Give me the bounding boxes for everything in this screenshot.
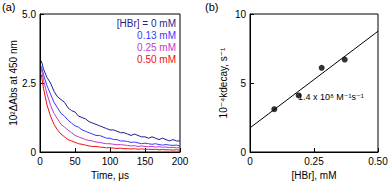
svg-text:[HBr], mM: [HBr], mM xyxy=(292,170,337,181)
svg-text:0.25: 0.25 xyxy=(304,156,324,167)
svg-text:(b): (b) xyxy=(205,1,218,13)
svg-text:100: 100 xyxy=(102,156,119,167)
svg-text:0.13 mM: 0.13 mM xyxy=(137,30,176,41)
svg-text:0: 0 xyxy=(240,147,246,158)
svg-text:5.0: 5.0 xyxy=(22,9,36,20)
svg-text:0.25 mM: 0.25 mM xyxy=(137,42,176,53)
svg-text:1.4 x 10⁸ M⁻¹s⁻¹: 1.4 x 10⁸ M⁻¹s⁻¹ xyxy=(298,92,364,102)
svg-text:0: 0 xyxy=(37,156,43,167)
svg-text:10: 10 xyxy=(235,9,247,20)
svg-text:0.50: 0.50 xyxy=(368,156,388,167)
svg-text:Time, μs: Time, μs xyxy=(91,170,129,181)
svg-text:10⁻⁴kdecay, s⁻¹: 10⁻⁴kdecay, s⁻¹ xyxy=(218,47,229,118)
svg-text:150: 150 xyxy=(137,156,154,167)
svg-text:[HBr] = 0 mM: [HBr] = 0 mM xyxy=(117,18,176,29)
svg-text:0: 0 xyxy=(247,156,253,167)
svg-text:50: 50 xyxy=(69,156,81,167)
svg-text:10²ΔAbs at 450 nm: 10²ΔAbs at 450 nm xyxy=(8,40,19,126)
svg-text:5: 5 xyxy=(240,78,246,89)
svg-text:2.5: 2.5 xyxy=(22,78,36,89)
svg-text:0.50 mM: 0.50 mM xyxy=(137,54,176,65)
svg-text:0: 0 xyxy=(30,147,36,158)
svg-text:200: 200 xyxy=(172,156,189,167)
svg-text:(a): (a) xyxy=(2,1,15,13)
